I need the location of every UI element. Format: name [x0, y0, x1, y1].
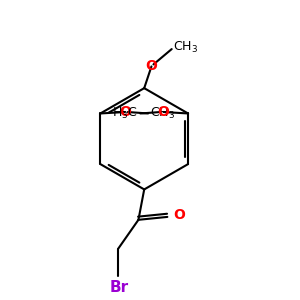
Text: O: O	[119, 105, 131, 119]
Text: O: O	[174, 208, 186, 222]
Text: O: O	[146, 59, 158, 74]
Text: CH$_3$: CH$_3$	[150, 106, 176, 121]
Text: CH$_3$: CH$_3$	[173, 40, 198, 55]
Text: H$_3$C: H$_3$C	[112, 106, 138, 121]
Text: Br: Br	[110, 280, 129, 295]
Text: O: O	[158, 105, 169, 119]
